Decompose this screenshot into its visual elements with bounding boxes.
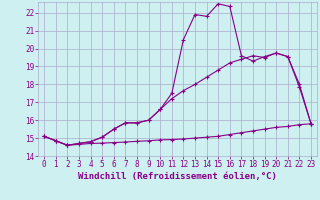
X-axis label: Windchill (Refroidissement éolien,°C): Windchill (Refroidissement éolien,°C) <box>78 172 277 181</box>
